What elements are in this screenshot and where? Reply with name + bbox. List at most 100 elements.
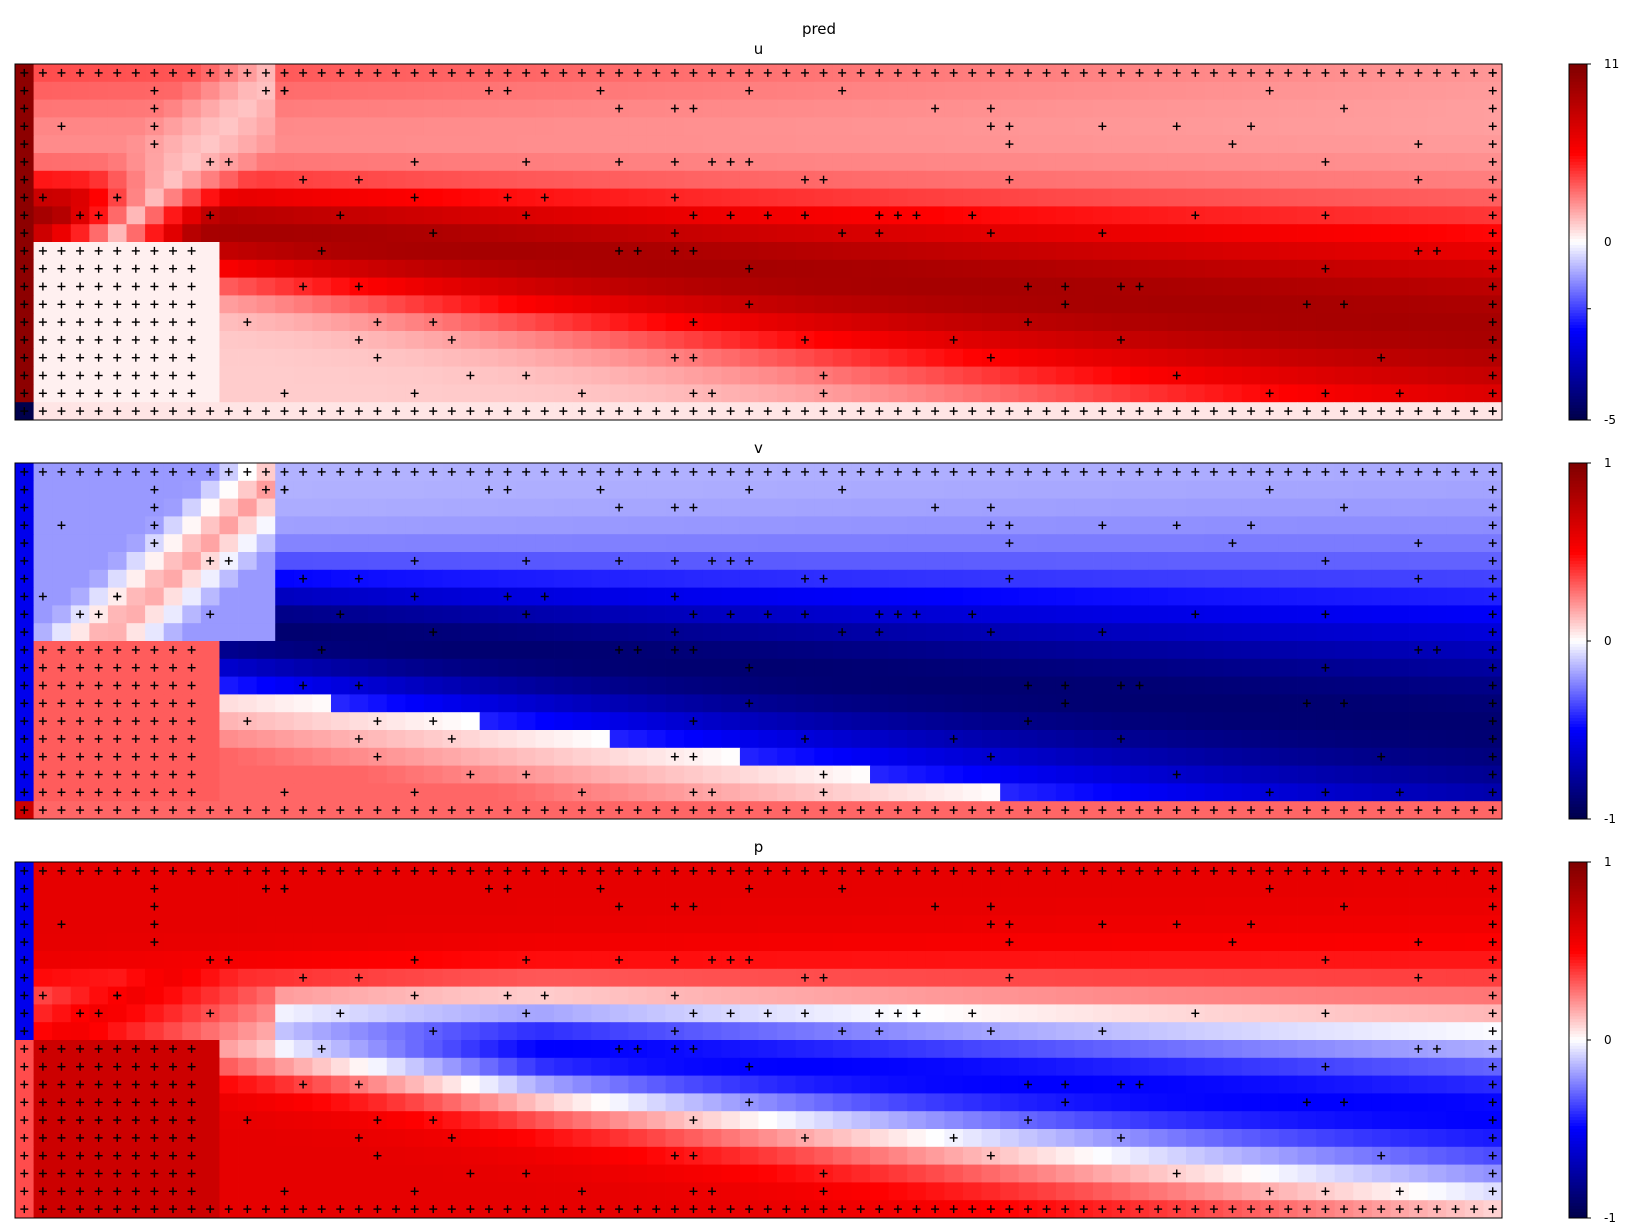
heatmap-cell (925, 1004, 945, 1023)
heatmap-cell (461, 516, 481, 535)
heatmap-cell (721, 313, 741, 332)
plus-marker (113, 645, 122, 654)
heatmap-cell (981, 384, 1001, 403)
heatmap-cell (1464, 1057, 1484, 1076)
heatmap-cell (1000, 552, 1020, 571)
plus-marker (1414, 539, 1423, 548)
heatmap-cell (1204, 99, 1224, 118)
heatmap-cell (1055, 313, 1075, 332)
plus-marker (1154, 68, 1163, 77)
heatmap-cell (925, 277, 945, 296)
heatmap-cell (665, 765, 685, 784)
plus-marker (187, 663, 196, 672)
heatmap-cell (721, 783, 741, 802)
heatmap-cell (386, 879, 406, 898)
plus-marker (168, 389, 177, 398)
heatmap-cell (293, 783, 313, 802)
heatmap-cell (1278, 313, 1298, 332)
heatmap-cell (1167, 623, 1187, 642)
plus-marker (94, 699, 103, 708)
plus-marker (670, 68, 679, 77)
heatmap-cell (795, 1022, 815, 1041)
heatmap-cell (498, 135, 518, 154)
plus-marker (187, 734, 196, 743)
heatmap-cell (330, 730, 350, 749)
heatmap-cell (1427, 552, 1447, 571)
heatmap-cell (461, 295, 481, 314)
heatmap-cell (89, 480, 109, 499)
heatmap-cell (330, 170, 350, 189)
heatmap-cell (888, 712, 908, 731)
heatmap-cell (1093, 348, 1113, 367)
plus-marker (76, 699, 85, 708)
plus-marker (1005, 175, 1014, 184)
heatmap-cell (814, 676, 834, 695)
heatmap-cell (1334, 81, 1354, 100)
heatmap-cell (107, 951, 127, 970)
heatmap-cell (535, 295, 555, 314)
heatmap-cell (702, 366, 722, 385)
plus-marker (187, 681, 196, 690)
heatmap-cell (312, 569, 332, 588)
heatmap-cell (665, 117, 685, 136)
plus-marker (20, 503, 29, 512)
heatmap-cell (1000, 1004, 1020, 1023)
heatmap-cell (238, 81, 258, 100)
heatmap-cell (405, 1022, 425, 1041)
heatmap-cell (368, 897, 388, 916)
heatmap-cell (870, 915, 890, 934)
heatmap-cell (739, 224, 759, 243)
plus-marker (726, 407, 735, 416)
heatmap-cell (1316, 480, 1336, 499)
heatmap-cell (572, 331, 592, 350)
plus-marker (484, 467, 493, 476)
heatmap-cell (832, 206, 852, 225)
heatmap-cell (498, 730, 518, 749)
heatmap-cell (665, 730, 685, 749)
plus-marker (1116, 734, 1125, 743)
plus-marker (708, 389, 717, 398)
heatmap-cell (405, 879, 425, 898)
heatmap-cell (1111, 968, 1131, 987)
heatmap-cell (1297, 915, 1317, 934)
plus-marker (168, 788, 177, 797)
heatmap-cell (1223, 81, 1243, 100)
heatmap-cell (1353, 534, 1373, 553)
heatmap-cell (461, 81, 481, 100)
heatmap-cell (182, 951, 202, 970)
plus-marker (280, 407, 289, 416)
heatmap-cell (795, 259, 815, 278)
heatmap-cell (1186, 712, 1205, 731)
plus-marker (57, 407, 66, 416)
heatmap-cell (1260, 99, 1280, 118)
heatmap-cell (1148, 224, 1168, 243)
heatmap-cell (1000, 951, 1020, 970)
heatmap-cell (591, 1004, 611, 1023)
heatmap-cell (1297, 1057, 1317, 1076)
heatmap-cell (516, 498, 536, 517)
heatmap-cell (107, 915, 127, 934)
heatmap-cell (423, 1040, 443, 1059)
heatmap-cell (721, 641, 741, 660)
heatmap-cell (1186, 968, 1205, 987)
heatmap-cell (1297, 348, 1317, 367)
heatmap-cell (275, 730, 295, 749)
heatmap-cell (646, 968, 666, 987)
heatmap-cell (1204, 366, 1224, 385)
heatmap-cell (832, 277, 852, 296)
heatmap-cell (591, 242, 611, 261)
heatmap-cell (182, 188, 202, 207)
heatmap-cell (461, 915, 481, 934)
heatmap-cell (758, 348, 778, 367)
heatmap-cell (1278, 516, 1298, 535)
heatmap-cell (1390, 1004, 1410, 1023)
heatmap-cell (386, 384, 406, 403)
plus-marker (1247, 122, 1256, 131)
plus-marker (38, 717, 47, 726)
heatmap-cell (405, 277, 425, 296)
heatmap-cell (795, 348, 815, 367)
heatmap-cell (1167, 331, 1187, 350)
heatmap-cell (238, 206, 258, 225)
heatmap-cell (777, 135, 797, 154)
heatmap-cell (888, 170, 908, 189)
